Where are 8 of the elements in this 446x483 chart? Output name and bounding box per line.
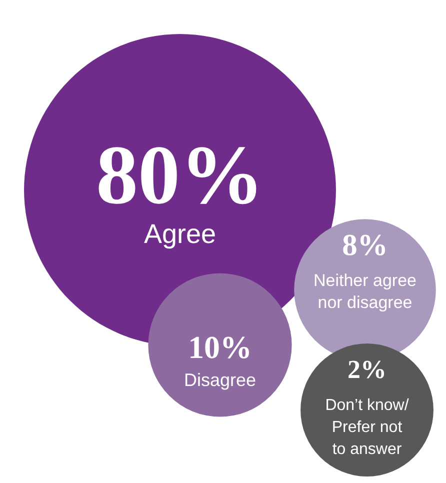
data-label: 80% bbox=[96, 129, 264, 222]
category-label: Don’t know/ Prefer not to answer bbox=[325, 397, 410, 458]
data-label: 8% bbox=[342, 228, 388, 262]
data-label: 10% bbox=[188, 330, 252, 365]
category-label: Neither agree nor disagree bbox=[313, 271, 417, 312]
category-label: Disagree bbox=[184, 370, 256, 390]
category-label: Agree bbox=[144, 219, 216, 249]
data-label: 2% bbox=[348, 355, 386, 384]
